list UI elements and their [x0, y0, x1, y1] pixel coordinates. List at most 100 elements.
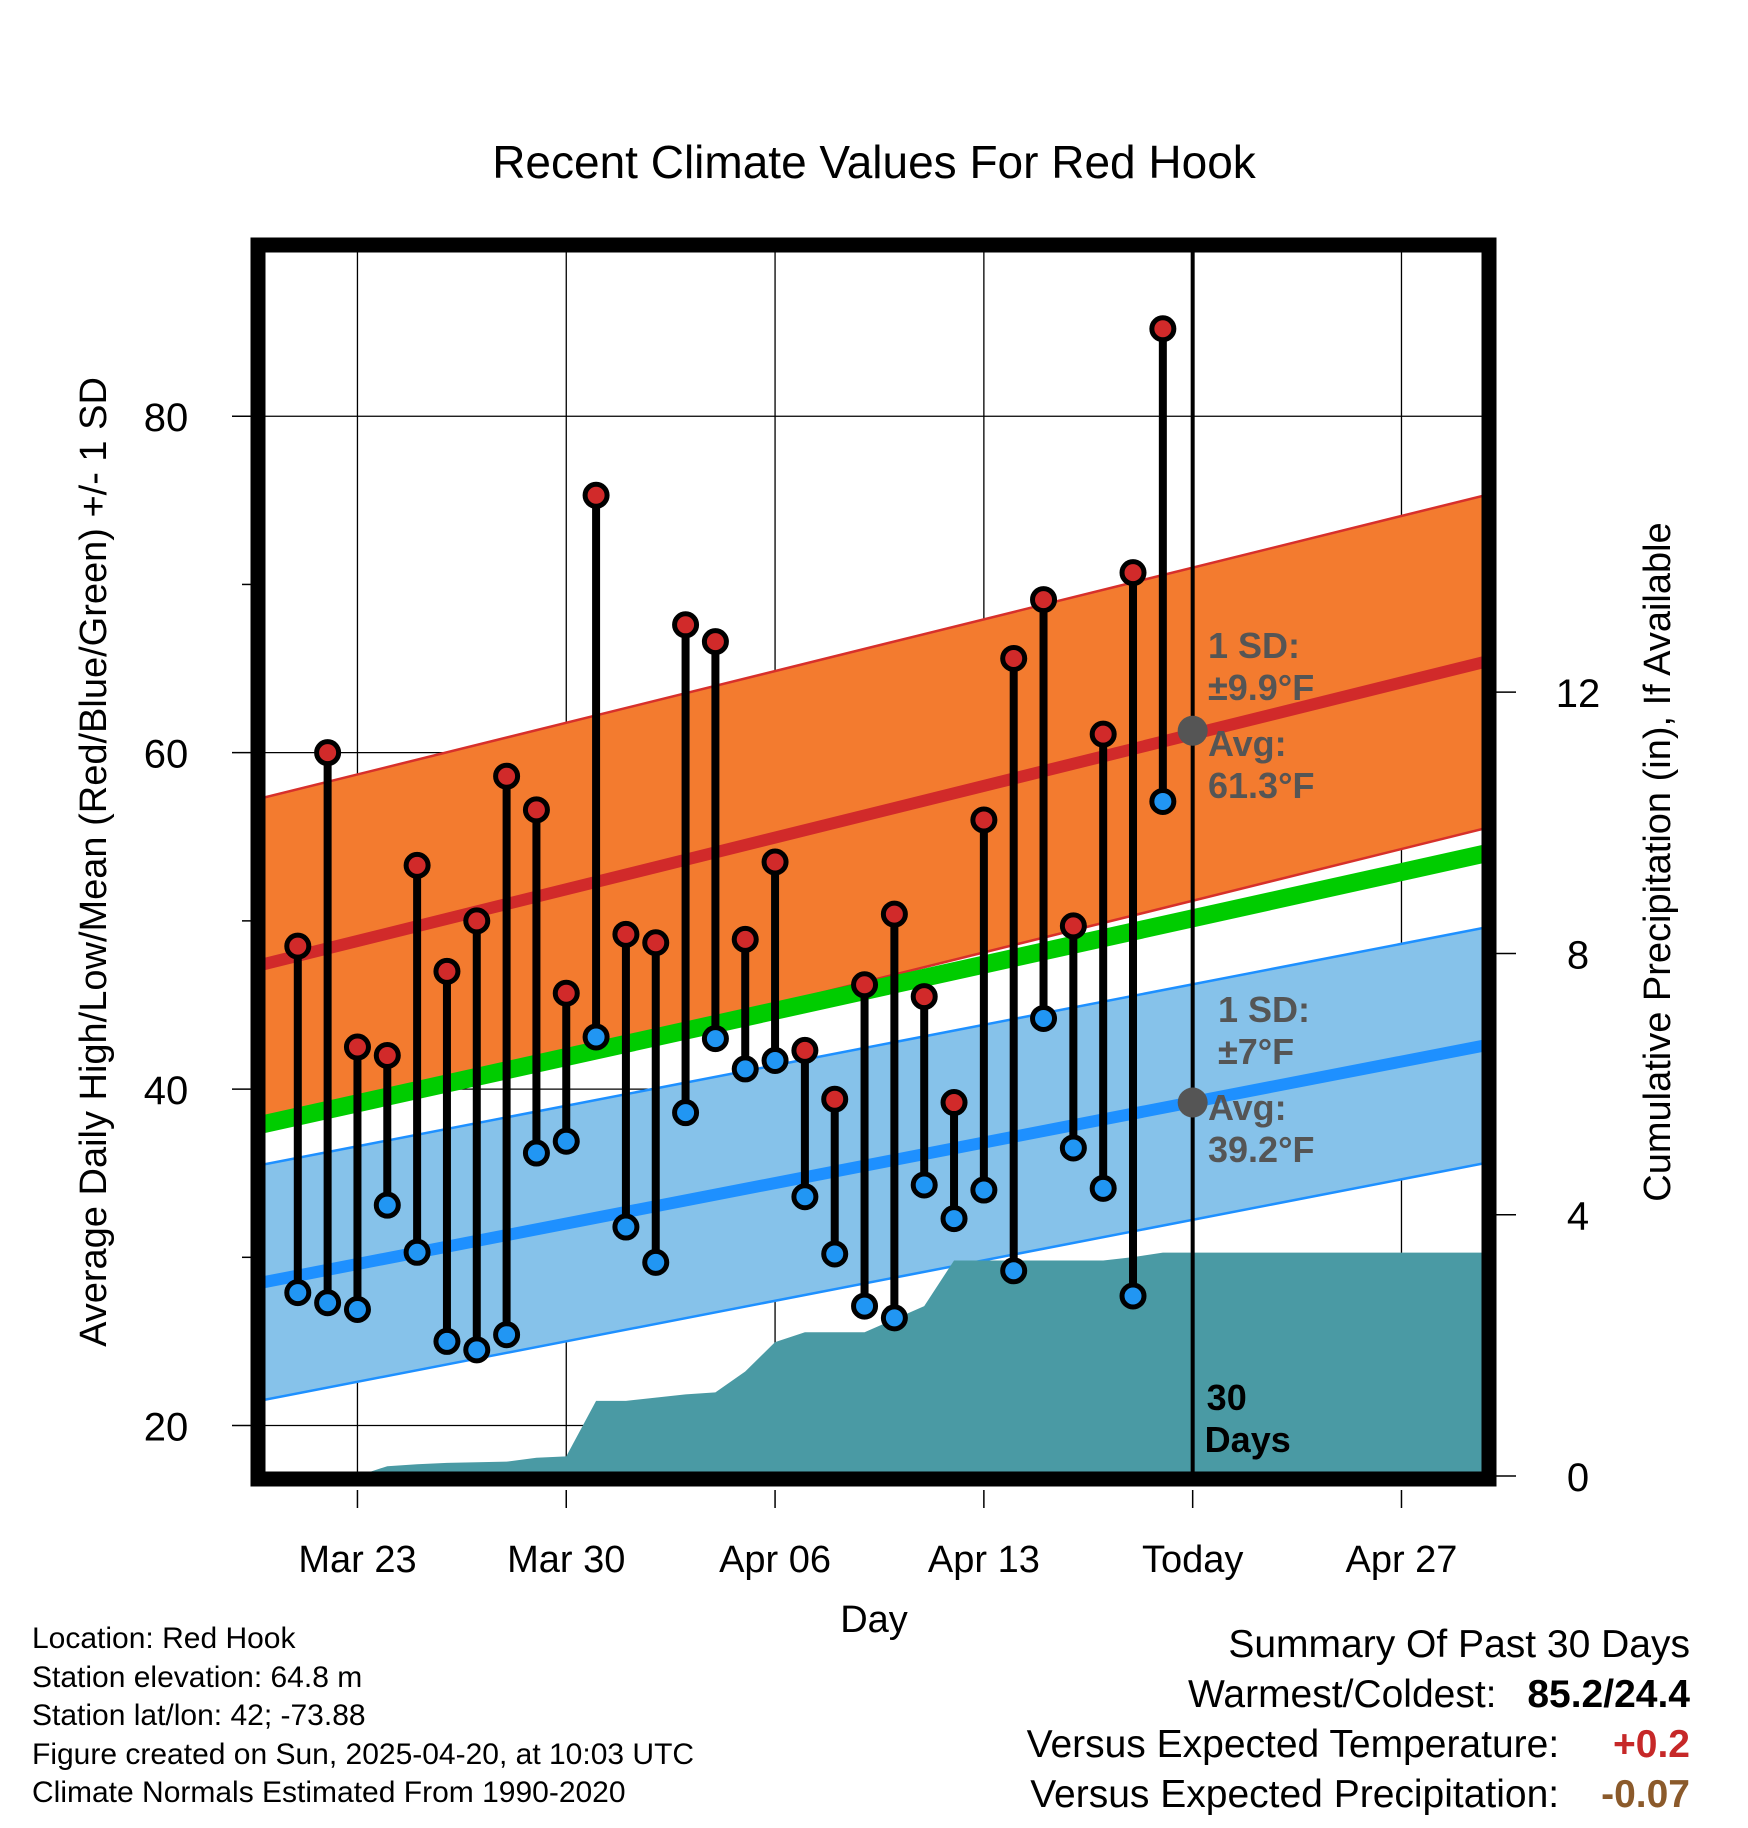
- x-tick-label: Mar 23: [298, 1539, 416, 1581]
- daily-high-point: [761, 848, 789, 876]
- normal-high-band-upper: [262, 494, 1485, 800]
- daily-high-point: [463, 907, 491, 935]
- station-elevation: Station elevation: 64.8 m: [32, 1660, 363, 1694]
- daily-high-point: [1000, 644, 1028, 672]
- chart-title: Recent Climate Values For Red Hook: [492, 136, 1257, 188]
- high-avg-value: 61.3°F: [1208, 765, 1314, 806]
- daily-low-point: [701, 1025, 729, 1053]
- daily-high-point: [493, 762, 521, 790]
- x-tick-label: Today: [1142, 1539, 1243, 1581]
- precipitation-area: [357, 1252, 1485, 1476]
- daily-high-point: [940, 1089, 968, 1117]
- high-avg-label: Avg:: [1208, 723, 1287, 764]
- warm-cold-label: Warmest/Coldest:: [1188, 1673, 1497, 1716]
- daily-low-point: [493, 1321, 521, 1349]
- climate-normals-note: Climate Normals Estimated From 1990-2020: [32, 1776, 626, 1809]
- station-location: Location: Red Hook: [32, 1622, 296, 1655]
- daily-low-point: [433, 1327, 461, 1355]
- daily-high-point: [373, 1041, 401, 1069]
- x-tick-label: Apr 27: [1345, 1539, 1457, 1581]
- normal-low-band-upper: [262, 926, 1485, 1167]
- daily-low-point: [761, 1046, 789, 1074]
- daily-low-point: [1000, 1257, 1028, 1285]
- y-axis-right: 0 4 8 12: [1496, 672, 1600, 1500]
- daily-low-point: [1149, 787, 1177, 815]
- normal-low-line: [262, 1039, 1485, 1289]
- daily-high-point: [612, 920, 640, 948]
- y-tick-label: 20: [144, 1406, 189, 1450]
- daily-low-point: [1119, 1282, 1147, 1310]
- daily-high-point: [701, 628, 729, 656]
- daily-low-point: [821, 1240, 849, 1268]
- daily-low-point: [642, 1248, 670, 1276]
- daily-low-point: [522, 1139, 550, 1167]
- daily-high-point: [1030, 586, 1058, 614]
- daily-low-point: [284, 1279, 312, 1307]
- daily-high-point: [552, 979, 580, 1007]
- y2-axis-label: Cumulative Precipitation (in), If Availa…: [1637, 522, 1679, 1201]
- daily-low-point: [552, 1127, 580, 1155]
- y2-tick-label: 8: [1567, 933, 1589, 977]
- temp-value: +0.2: [1613, 1723, 1690, 1766]
- x-tick-label: Mar 30: [507, 1539, 625, 1581]
- summary-precip: Versus Expected Precipitation: -0.07: [1027, 1770, 1690, 1820]
- plot-frame: [250, 237, 1497, 1487]
- daily-high-point: [1089, 720, 1117, 748]
- warm-cold-value: 85.2/24.4: [1527, 1673, 1690, 1716]
- high-sd-value: ±9.9°F: [1208, 667, 1314, 708]
- y-axis-left: 20 40 60 80: [144, 396, 252, 1450]
- daily-low-point: [880, 1304, 908, 1332]
- daily-low-point: [910, 1171, 938, 1199]
- today-normal-low-marker: [1177, 1087, 1208, 1118]
- daily-low-point: [672, 1099, 700, 1127]
- y-axis-label: Average Daily High/Low/Mean (Red/Blue/Gr…: [73, 377, 115, 1347]
- low-sd-label: 1 SD:: [1218, 989, 1310, 1030]
- y-tick-label: 40: [144, 1069, 189, 1113]
- y2-tick-label: 12: [1556, 672, 1601, 716]
- today-normal-high-marker: [1177, 715, 1208, 746]
- precip-label: Versus Expected Precipitation:: [1030, 1773, 1560, 1816]
- daily-low-point: [403, 1238, 431, 1266]
- y-tick-label: 80: [144, 396, 189, 440]
- daily-high-point: [642, 929, 670, 957]
- y-tick-label: 60: [144, 733, 189, 777]
- daily-low-point: [373, 1191, 401, 1219]
- temp-label: Versus Expected Temperature:: [1026, 1723, 1560, 1766]
- low-avg-value: 39.2°F: [1208, 1129, 1314, 1170]
- figure-created: Figure created on Sun, 2025-04-20, at 10…: [32, 1737, 695, 1771]
- summary-temp: Versus Expected Temperature: +0.2: [1027, 1720, 1690, 1770]
- summary-panel: Summary Of Past 30 Days Warmest/Coldest:…: [1027, 1620, 1690, 1820]
- daily-high-point: [910, 983, 938, 1011]
- daily-high-point: [791, 1036, 819, 1064]
- daily-low-point: [582, 1023, 610, 1051]
- x-tick-label: Apr 13: [928, 1539, 1040, 1581]
- daily-high-point: [851, 971, 879, 999]
- daily-low-point: [731, 1055, 759, 1083]
- daily-low-point: [343, 1295, 371, 1323]
- daily-high-point: [522, 796, 550, 824]
- x-tick-label: Apr 06: [719, 1539, 831, 1581]
- summary-heading: Summary Of Past 30 Days: [1228, 1623, 1690, 1666]
- daily-high-point: [403, 851, 431, 879]
- normal-low-band-lower: [262, 1161, 1485, 1402]
- daily-high-point: [970, 806, 998, 834]
- daily-high-point: [314, 739, 342, 767]
- daily-temperatures: [284, 315, 1177, 1364]
- precip-value: -0.07: [1601, 1773, 1690, 1816]
- station-latlon: Station lat/lon: 42; -73.88: [32, 1699, 366, 1732]
- daily-high-point: [672, 611, 700, 639]
- daily-high-point: [880, 900, 908, 928]
- precip-cumulative-area: [357, 1252, 1485, 1476]
- daily-low-point: [612, 1213, 640, 1241]
- daily-high-point: [343, 1033, 371, 1061]
- daily-low-point: [1059, 1134, 1087, 1162]
- normal-bands: [262, 494, 1485, 1402]
- daily-low-point: [940, 1205, 968, 1233]
- daily-low-point: [314, 1289, 342, 1317]
- daily-high-point: [1059, 912, 1087, 940]
- daily-low-point: [791, 1183, 819, 1211]
